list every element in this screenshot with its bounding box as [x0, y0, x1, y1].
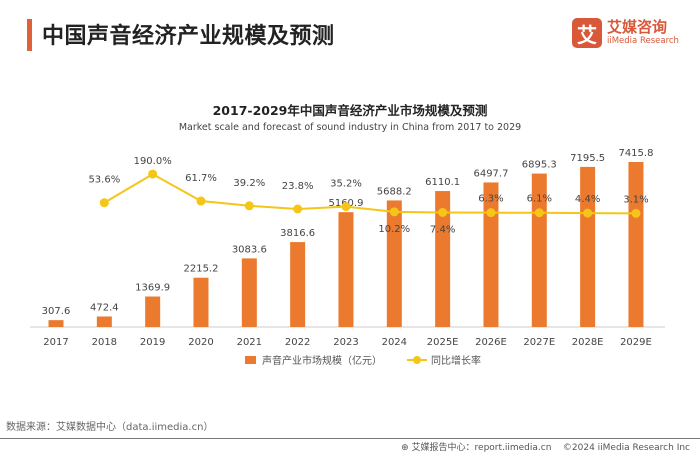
- footer-divider: [0, 438, 700, 439]
- bar: [48, 320, 64, 327]
- growth-value-label: 10.2%: [378, 224, 410, 235]
- bar-value-label: 6110.1: [425, 177, 460, 188]
- bar: [96, 316, 112, 327]
- chart-title: 2017-2029年中国声音经济产业市场规模及预测: [212, 103, 488, 118]
- bar: [628, 162, 644, 327]
- growth-value-label: 39.2%: [233, 178, 265, 189]
- legend-bar-label: 声音产业市场规模（亿元）: [262, 354, 382, 367]
- bar: [145, 296, 161, 327]
- bar-value-label: 3083.6: [232, 244, 267, 255]
- x-tick-label: 2022: [285, 337, 310, 348]
- bar: [290, 242, 306, 327]
- growth-point: [534, 208, 544, 218]
- growth-value-label: 3.1%: [623, 194, 648, 205]
- title-accent-bar: [27, 19, 32, 51]
- bar: [435, 191, 451, 327]
- growth-point: [293, 204, 303, 214]
- x-tick-label: 2018: [92, 337, 117, 348]
- growth-value-label: 7.4%: [430, 224, 455, 235]
- bar-value-label: 6895.3: [522, 160, 557, 171]
- logo-name-cn: 艾媒咨询: [607, 18, 668, 36]
- x-tick-label: 2025E: [427, 337, 459, 348]
- logo-mark: 艾: [572, 18, 602, 48]
- logo: 艾 艾媒咨询 iiMedia Research: [572, 18, 679, 48]
- growth-point: [341, 202, 351, 212]
- x-tick-label: 2017: [43, 337, 68, 348]
- growth-line: [103, 172, 636, 215]
- logo-name-en: iiMedia Research: [607, 36, 679, 46]
- bar: [193, 277, 209, 327]
- legend-line-marker: [413, 356, 421, 364]
- growth-value-label: 4.4%: [575, 194, 600, 205]
- bar-value-label: 6497.7: [473, 168, 508, 179]
- x-tick-label: 2028E: [572, 337, 604, 348]
- growth-point: [389, 207, 399, 217]
- data-source: 数据来源：艾媒数据中心（data.iimedia.cn）: [6, 422, 214, 433]
- bar-value-label: 7195.5: [570, 153, 605, 164]
- bar: [386, 200, 402, 327]
- growth-point: [631, 208, 641, 218]
- x-tick-label: 2027E: [523, 337, 555, 348]
- growth-point: [148, 169, 158, 179]
- bar: [580, 166, 596, 327]
- report-center: 艾媒报告中心：report.iimedia.cn: [411, 443, 552, 453]
- copyright: ©2024 iiMedia Research Inc: [562, 443, 690, 453]
- bar-value-label: 7415.8: [618, 148, 653, 159]
- growth-value-label: 35.2%: [330, 179, 362, 190]
- growth-value-label: 53.6%: [88, 175, 120, 186]
- bar-value-label: 472.4: [90, 302, 119, 313]
- growth-value-label: 61.7%: [185, 173, 217, 184]
- x-tick-label: 2024: [382, 337, 407, 348]
- footer: ⊕ 艾媒报告中心：report.iimedia.cn ©2024 iiMedia…: [401, 440, 690, 453]
- growth-point: [99, 198, 109, 208]
- page-title: 中国声音经济产业规模及预测: [42, 24, 335, 49]
- growth-point: [438, 207, 448, 217]
- chart-subtitle: Market scale and forecast of sound indus…: [178, 122, 522, 133]
- legend-line-label: 同比增长率: [431, 354, 481, 367]
- x-tick-label: 2026E: [475, 337, 507, 348]
- x-tick-label: 2021: [237, 337, 262, 348]
- growth-value-label: 6.1%: [527, 194, 552, 205]
- bar: [338, 212, 354, 327]
- growth-point: [486, 208, 496, 218]
- growth-point: [244, 201, 254, 211]
- bar-value-label: 307.6: [42, 306, 71, 317]
- legend-bar-swatch: [245, 356, 256, 364]
- x-tick-label: 2019: [140, 337, 165, 348]
- bar-value-label: 5688.2: [377, 186, 412, 197]
- growth-point: [583, 208, 593, 218]
- bar: [483, 182, 499, 327]
- x-tick-label: 2023: [333, 337, 358, 348]
- bar: [241, 258, 257, 327]
- growth-value-label: 23.8%: [282, 181, 314, 192]
- bar-value-label: 3816.6: [280, 228, 315, 239]
- x-tick-label: 2029E: [620, 337, 652, 348]
- growth-value-label: 6.3%: [478, 194, 503, 205]
- globe-icon: ⊕: [401, 443, 412, 453]
- growth-point: [196, 196, 206, 206]
- growth-value-label: 190.0%: [134, 156, 172, 167]
- x-tick-label: 2020: [188, 337, 213, 348]
- bar-value-label: 1369.9: [135, 283, 170, 294]
- bar-value-label: 2215.2: [183, 264, 218, 275]
